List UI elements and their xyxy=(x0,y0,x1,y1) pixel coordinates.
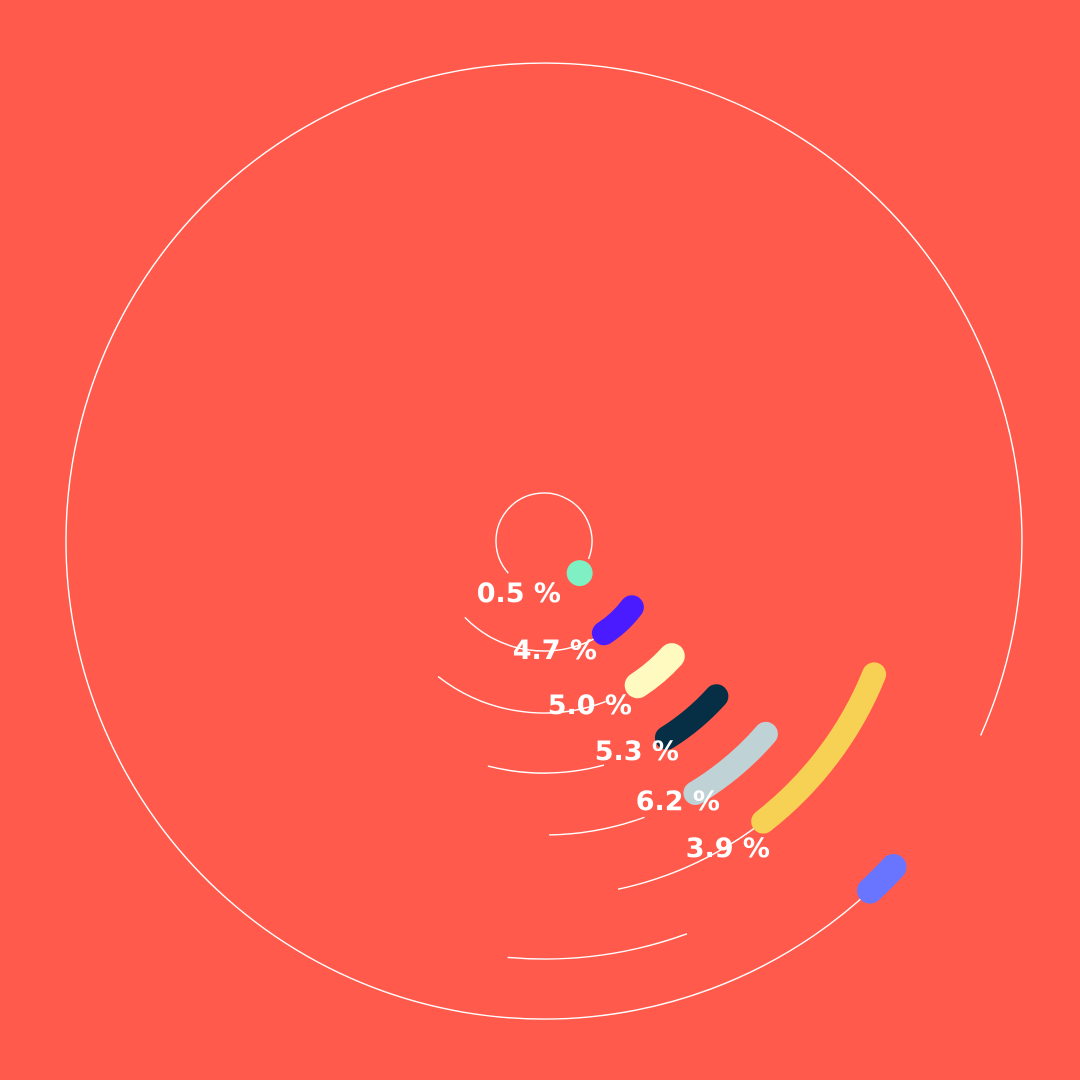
value-label-3-9: 3.9 % xyxy=(686,833,770,864)
bar-6-2 xyxy=(683,721,778,806)
outer-marker xyxy=(857,854,907,904)
value-label-5-3: 5.3 % xyxy=(595,736,679,767)
ring-track-2 xyxy=(464,616,600,652)
ring-track-5 xyxy=(549,816,645,836)
bar-5 xyxy=(624,643,685,699)
value-label-0-5: 0.5 % xyxy=(477,578,561,609)
ring-track-4 xyxy=(487,764,605,774)
value-labels: 0.5 % 4.7 % 5.0 % 5.3 % 6.2 % 3.9 % xyxy=(477,578,770,864)
ring-bars xyxy=(566,560,907,904)
bar-5-3 xyxy=(654,684,729,750)
value-label-4-7: 4.7 % xyxy=(513,635,597,666)
ring-track-3 xyxy=(437,675,606,714)
ring-track-8 xyxy=(65,62,1023,1020)
bar-3-9 xyxy=(751,662,887,834)
value-label-6-2: 6.2 % xyxy=(636,786,720,817)
value-label-5: 5.0 % xyxy=(548,690,632,721)
bar-4-7 xyxy=(591,595,644,646)
ring-track-7 xyxy=(507,933,688,960)
ring-track-1 xyxy=(495,492,593,574)
